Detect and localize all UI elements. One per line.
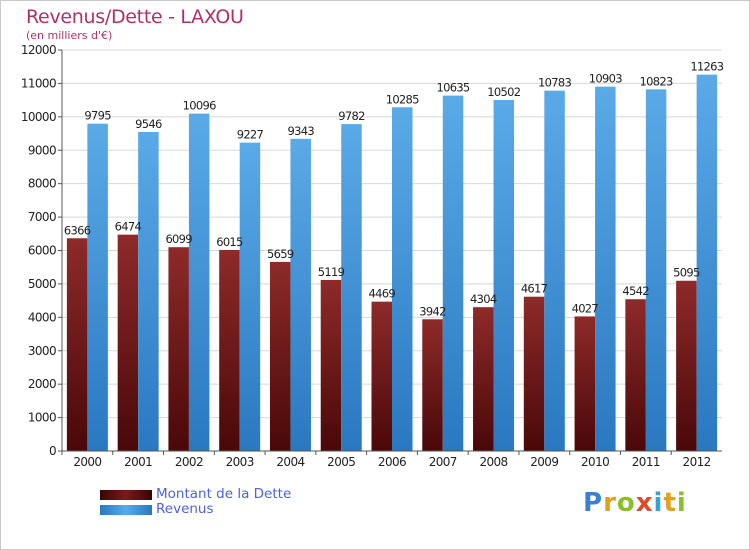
x-tick-label: 2004 [276,455,304,469]
y-tick-label: 10000 [21,110,56,124]
x-tick-label: 2009 [530,455,558,469]
bar-dette [219,249,240,451]
bar-revenus [87,123,108,451]
legend-swatch-dette [100,490,152,500]
data-label-revenus: 10096 [183,99,216,113]
x-tick-label: 2006 [378,455,406,469]
data-label-revenus: 10635 [436,81,469,95]
data-label-dette: 6015 [216,235,243,249]
x-tick-label: 2003 [226,455,254,469]
x-tick-label: 2000 [73,455,101,469]
data-label-dette: 5119 [318,265,345,279]
bar-dette [523,296,545,451]
bar-revenus [696,74,718,451]
y-tick-label: 12000 [21,43,56,57]
bar-revenus [188,113,210,451]
bar-dette [574,316,596,451]
data-label-revenus: 11263 [690,60,723,74]
bar-revenus [595,86,616,451]
data-label-dette: 6366 [64,223,91,237]
bar-revenus [239,142,261,451]
x-tick-label: 2005 [327,455,355,469]
legend-label-dette: Montant de la Dette [156,486,292,502]
y-tick-label: 5000 [28,277,56,291]
y-tick-label: 4000 [28,310,56,324]
chart-subtitle: (en milliers d'€) [26,29,113,42]
y-tick-label: 1000 [28,411,56,425]
bar-revenus [138,132,159,451]
bar-revenus [341,124,362,451]
bar-revenus [493,100,515,451]
legend-label-revenus: Revenus [156,501,214,517]
chart-title: Revenus/Dette - LAXOU [26,6,244,28]
data-label-revenus: 9227 [237,128,264,142]
bar-dette [269,261,291,451]
bar-dette [66,238,88,451]
bar-dette [168,247,189,451]
bar-dette [320,279,342,451]
bar-dette [676,280,697,451]
bar-dette [422,319,443,451]
data-label-revenus: 10783 [538,76,571,90]
data-label-revenus: 10502 [487,85,520,99]
bar-dette [371,301,392,451]
data-label-dette: 6099 [165,232,192,246]
bar-dette [625,299,646,451]
x-tick-label: 2002 [175,455,203,469]
bar-revenus [544,90,565,451]
x-tick-label: 2011 [632,455,660,469]
data-label-dette: 4027 [572,301,599,315]
y-tick-label: 7000 [28,210,56,224]
bar-revenus [290,138,311,451]
data-label-dette: 3942 [419,304,446,318]
y-tick-label: 3000 [28,344,56,358]
x-tick-label: 2008 [479,455,507,469]
data-label-revenus: 9343 [287,124,314,138]
y-tick-label: 6000 [28,244,56,258]
x-tick-label: 2001 [124,455,152,469]
data-label-dette: 4617 [521,282,548,296]
bar-revenus [442,95,464,452]
data-label-revenus: 9782 [338,109,365,123]
data-label-revenus: 10823 [640,74,673,88]
data-label-revenus: 9795 [84,109,111,123]
bar-revenus [645,89,667,451]
bar-dette [117,234,139,451]
axis-layer: 0 1000 2000 3000 4000 5000 6000 7000 8000 9000 100… [21,43,722,469]
bar-revenus [392,107,413,452]
legend-swatch-revenus [100,505,152,515]
y-tick-label: 2000 [28,377,56,391]
data-label-revenus: 9546 [135,117,162,131]
labels-layer: 6366 9795 6474 9546 6099 10096 6015 9227 5659 934… [64,60,725,319]
data-label-dette: 6474 [115,220,142,234]
data-label-dette: 4542 [622,284,649,298]
y-tick-label: 11000 [21,76,56,90]
proxiti-logo: Proxiti [583,488,687,518]
bars-layer [66,74,718,452]
data-label-dette: 4469 [369,287,396,301]
data-label-dette: 4304 [470,292,497,306]
x-tick-label: 2010 [581,455,609,469]
x-tick-label: 2012 [683,455,711,469]
bar-dette [473,307,494,451]
y-tick-label: 9000 [28,143,56,157]
y-tick-label: 0 [49,444,56,458]
x-tick-label: 2007 [429,455,457,469]
data-label-dette: 5095 [673,266,700,280]
data-label-revenus: 10285 [386,92,419,106]
data-label-revenus: 10903 [589,72,622,86]
y-tick-label: 8000 [28,177,56,191]
data-label-dette: 5659 [267,247,294,261]
